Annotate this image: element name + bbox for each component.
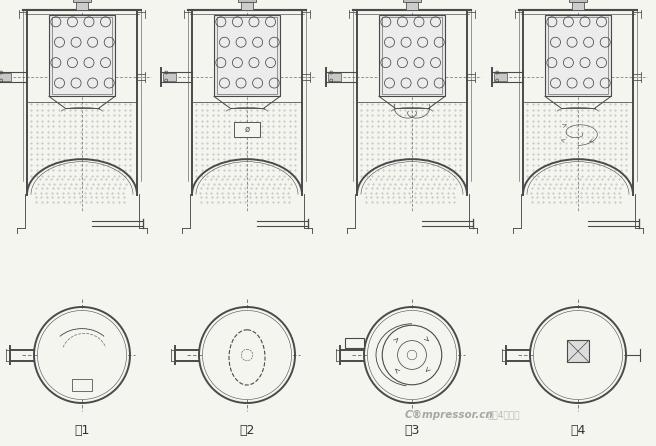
Bar	[76, 2, 88, 10]
Bar	[163, 73, 176, 81]
Bar	[238, 0, 256, 2]
Text: 图2: 图2	[239, 424, 255, 437]
Circle shape	[533, 310, 623, 400]
Bar	[379, 15, 445, 96]
Circle shape	[367, 310, 457, 400]
Bar	[403, 0, 421, 2]
Bar	[234, 122, 260, 137]
Text: ø: ø	[245, 125, 249, 134]
Bar	[214, 15, 280, 96]
Text: 图3: 图3	[404, 424, 420, 437]
Circle shape	[199, 307, 295, 403]
Circle shape	[34, 307, 130, 403]
Bar	[567, 340, 589, 362]
Circle shape	[530, 307, 626, 403]
Bar	[72, 379, 92, 391]
Circle shape	[37, 310, 127, 400]
Bar	[569, 0, 587, 2]
Circle shape	[203, 310, 291, 400]
Bar	[572, 2, 584, 10]
Bar	[73, 0, 91, 2]
Bar	[0, 73, 10, 81]
Bar	[52, 17, 112, 95]
Bar	[494, 73, 506, 81]
Bar	[328, 73, 340, 81]
Bar	[217, 17, 277, 95]
Circle shape	[364, 307, 460, 403]
Bar	[382, 17, 442, 95]
Bar	[49, 15, 115, 96]
Text: 图4: 图4	[570, 424, 586, 437]
Bar	[548, 17, 608, 95]
Text: C®mpressor.cn: C®mpressor.cn	[405, 410, 494, 420]
Bar	[406, 2, 418, 10]
Text: 中图4缩机网: 中图4缩机网	[487, 410, 520, 420]
Bar	[241, 2, 253, 10]
Bar	[345, 338, 364, 348]
Text: 图1: 图1	[74, 424, 90, 437]
Bar	[545, 15, 611, 96]
